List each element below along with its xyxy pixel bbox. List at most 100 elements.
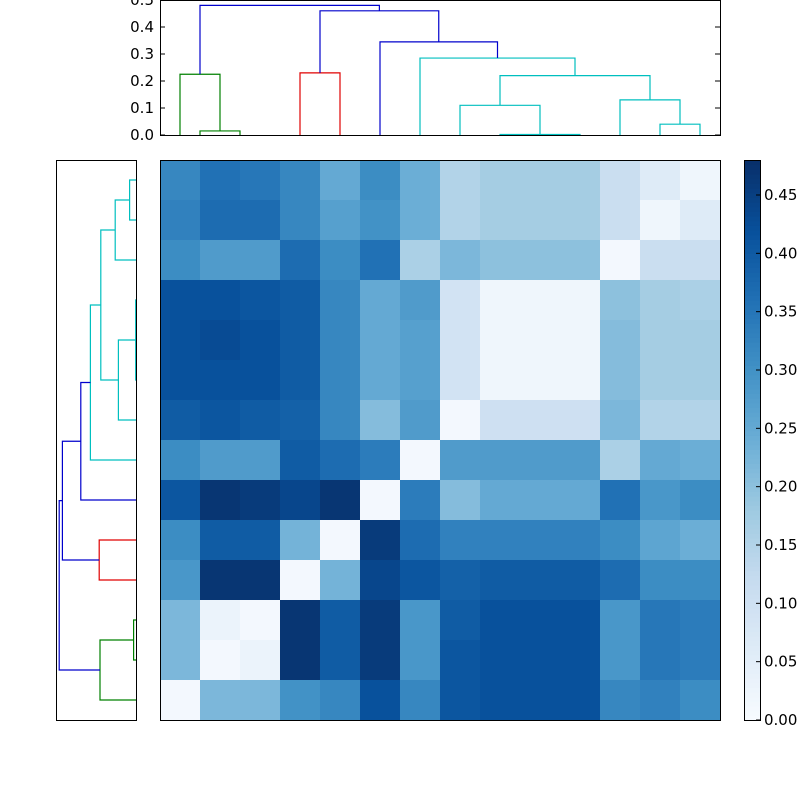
heatmap-cell <box>640 280 681 321</box>
top-dendrogram <box>180 5 700 135</box>
left-dendrogram-link <box>134 620 136 660</box>
colorbar-slice <box>744 221 760 226</box>
colorbar-slice <box>744 533 760 538</box>
heatmap-cell <box>400 200 441 241</box>
colorbar-tick-label: 0.25 <box>764 419 797 437</box>
heatmap-cell <box>320 360 361 401</box>
heatmap-cell <box>360 640 401 681</box>
colorbar-slice <box>744 384 760 389</box>
colorbar-slice <box>744 431 760 436</box>
heatmap-cell <box>560 160 601 201</box>
heatmap-cell <box>400 240 441 281</box>
colorbar-tick-label: 0.45 <box>764 186 797 204</box>
heatmap-cell <box>560 680 601 721</box>
heatmap-cell <box>640 200 681 241</box>
colorbar-slice <box>744 207 760 212</box>
top-dendrogram-tick-label: 0.0 <box>130 126 154 144</box>
colorbar-slice <box>744 538 760 543</box>
heatmap-cell <box>440 160 481 201</box>
colorbar-slice <box>744 379 760 384</box>
colorbar-slice <box>744 636 760 641</box>
colorbar-slice <box>744 263 760 268</box>
top-dendrogram-link <box>300 73 340 135</box>
heatmap-cell <box>680 320 721 361</box>
heatmap-cell <box>600 280 641 321</box>
heatmap-cell <box>480 200 521 241</box>
colorbar-slice <box>744 169 760 174</box>
colorbar-slice <box>744 347 760 352</box>
heatmap-cell <box>520 600 561 641</box>
colorbar-slice <box>744 491 760 496</box>
heatmap-cell <box>440 640 481 681</box>
heatmap-cell <box>560 200 601 241</box>
heatmap-cell <box>280 480 321 521</box>
heatmap-cell <box>520 160 561 201</box>
heatmap-cell <box>240 200 281 241</box>
heatmap-cell <box>280 440 321 481</box>
heatmap-cell <box>680 240 721 281</box>
heatmap-cell <box>240 640 281 681</box>
colorbar-slice <box>744 361 760 366</box>
heatmap-cell <box>160 200 201 241</box>
heatmap-cell <box>280 360 321 401</box>
colorbar-slice <box>744 580 760 585</box>
colorbar-slice <box>744 706 760 711</box>
heatmap-cell <box>640 160 681 201</box>
colorbar-slice <box>744 281 760 286</box>
top-dendrogram-tick-label: 0.5 <box>130 0 154 9</box>
heatmap-cell <box>680 280 721 321</box>
heatmap-cell <box>560 560 601 601</box>
heatmap-cell <box>600 680 641 721</box>
heatmap-cell <box>440 240 481 281</box>
top-dendrogram-link <box>420 58 575 135</box>
colorbar-slice <box>744 463 760 468</box>
heatmap-cell <box>480 600 521 641</box>
colorbar-slice <box>744 487 760 492</box>
colorbar-slice <box>744 687 760 692</box>
heatmap-cell <box>480 520 521 561</box>
heatmap-cell <box>400 400 441 441</box>
colorbar-slice <box>744 571 760 576</box>
top-dendrogram-tick-label: 0.3 <box>130 45 154 63</box>
heatmap-cell <box>320 280 361 321</box>
colorbar-tick-label: 0.30 <box>764 361 797 379</box>
heatmap-cell <box>160 440 201 481</box>
heatmap-cell <box>640 360 681 401</box>
colorbar-slice <box>744 407 760 412</box>
left-dendrogram-link <box>90 305 136 460</box>
heatmap-cell <box>200 680 241 721</box>
heatmap-cell <box>160 280 201 321</box>
colorbar-slice <box>744 552 760 557</box>
colorbar-slice <box>744 473 760 478</box>
heatmap-cell <box>600 160 641 201</box>
left-dendrogram-link <box>100 640 136 700</box>
heatmap-cell <box>280 640 321 681</box>
heatmap-cell <box>520 560 561 601</box>
top-dendrogram-link <box>500 76 650 106</box>
heatmap-cell <box>680 520 721 561</box>
heatmap-cell <box>160 640 201 681</box>
heatmap-cell <box>560 640 601 681</box>
colorbar-slice <box>744 319 760 324</box>
heatmap-cell <box>520 280 561 321</box>
heatmap-cell <box>480 280 521 321</box>
heatmap-cell <box>440 600 481 641</box>
heatmap-cell <box>440 520 481 561</box>
heatmap-cell <box>680 480 721 521</box>
heatmap-cell <box>320 600 361 641</box>
heatmap-cell <box>400 320 441 361</box>
heatmap-cell <box>560 320 601 361</box>
colorbar-slice <box>744 305 760 310</box>
colorbar-slice <box>744 617 760 622</box>
heatmap-cell <box>200 640 241 681</box>
colorbar-slice <box>744 701 760 706</box>
heatmap-cell <box>520 680 561 721</box>
heatmap-cell <box>360 680 401 721</box>
heatmap-cell <box>400 280 441 321</box>
colorbar-slice <box>744 333 760 338</box>
colorbar-slice <box>744 519 760 524</box>
colorbar-slice <box>744 697 760 702</box>
colorbar-slice <box>744 459 760 464</box>
